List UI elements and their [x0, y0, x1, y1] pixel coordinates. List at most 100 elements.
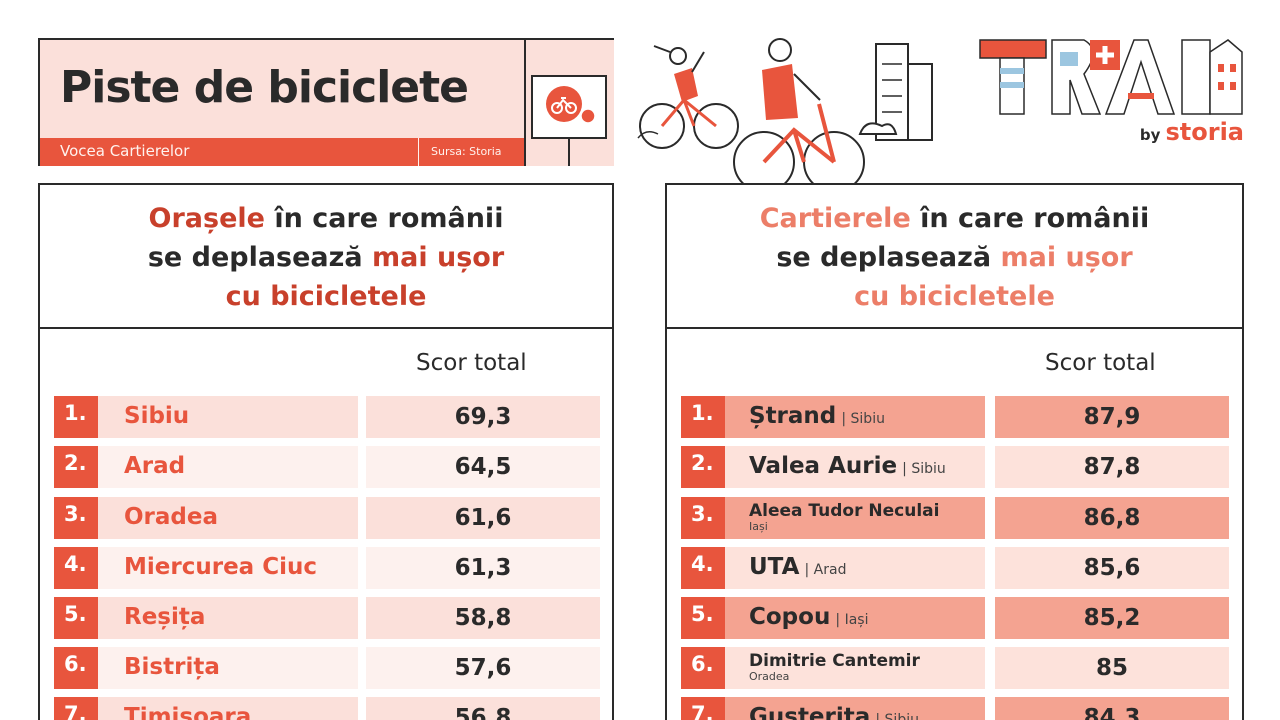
neighborhood-cell: Dimitrie Cantemir Oradea: [725, 647, 985, 689]
score-column-header: Scor total: [416, 350, 527, 376]
neighborhoods-panel: Cartierele în care românii se deplasează…: [665, 183, 1244, 720]
score-value: 64,5: [366, 446, 600, 488]
neighborhood-name: Gușterița: [749, 704, 871, 720]
male-cyclist-icon: [733, 38, 865, 193]
neighborhood-name: UTA: [749, 554, 800, 580]
neighborhood-name: Dimitrie Cantemir: [749, 651, 920, 671]
rank-badge: 4.: [54, 547, 98, 589]
rank-badge: 6.: [54, 647, 98, 689]
neighborhoods-panel-header: Cartierele în care românii se deplasează…: [667, 185, 1242, 329]
score-value: 85,6: [995, 547, 1229, 589]
rank-badge: 4.: [681, 547, 725, 589]
table-row: 7. Timișoara 56,8: [54, 697, 600, 720]
neighborhood-name: Ștrand: [749, 403, 837, 429]
rank-badge: 1.: [54, 396, 98, 438]
rank-badge: 3.: [54, 497, 98, 539]
city-name: Timișoara: [98, 697, 358, 720]
building-icon: [858, 43, 933, 141]
trai-storia-logo: by storia: [978, 38, 1244, 148]
table-row: 4. Miercurea Ciuc 61,3: [54, 547, 600, 589]
table-row: 5. Reșița 58,8: [54, 597, 600, 639]
table-row: 5. Copou | Iași 85,2: [681, 597, 1229, 639]
score-value: 85,2: [995, 597, 1229, 639]
trai-logo-icon: [979, 39, 1243, 115]
cities-panel: Orașele în care românii se deplasează ma…: [38, 183, 614, 720]
headline-highlight: cu bicicletele: [225, 281, 427, 312]
table-row: 2. Valea Aurie | Sibiu 87,8: [681, 446, 1229, 488]
rank-badge: 1.: [681, 396, 725, 438]
brand-storia: storia: [1165, 118, 1244, 146]
neighborhood-cell: UTA | Arad: [725, 547, 985, 589]
city-name: Sibiu: [98, 396, 358, 438]
female-cyclist-icon: [639, 45, 739, 149]
rank-badge: 2.: [54, 446, 98, 488]
bike-lane-sign-icon: [531, 75, 607, 166]
neighborhood-city: | Sibiu: [902, 461, 946, 477]
score-value: 61,3: [366, 547, 600, 589]
score-value: 87,9: [995, 396, 1229, 438]
banner-subtitle: Vocea Cartierelor: [60, 142, 190, 160]
table-row: 7. Gușterița | Sibiu 84,3: [681, 697, 1229, 720]
table-row: 6. Bistrița 57,6: [54, 647, 600, 689]
banner-divider: [524, 40, 526, 166]
headline-highlight: cu bicicletele: [854, 281, 1055, 312]
banner-source: Sursa: Storia: [418, 138, 524, 166]
city-name: Arad: [98, 446, 358, 488]
brand-by: by: [1139, 126, 1161, 144]
neighborhood-name: Aleea Tudor Neculai: [749, 501, 940, 521]
score-value: 85: [995, 647, 1229, 689]
bike-sign-area: [526, 40, 614, 166]
cities-panel-header: Orașele în care românii se deplasează ma…: [40, 185, 612, 329]
score-value: 86,8: [995, 497, 1229, 539]
score-value: 87,8: [995, 446, 1229, 488]
cities-headline: Orașele în care românii se deplasează ma…: [40, 199, 612, 316]
neighborhood-city: Iași: [749, 520, 768, 533]
headline-highlight: Cartierele: [759, 203, 911, 234]
neighborhood-city: | Sibiu: [875, 712, 919, 720]
neighborhood-name: Valea Aurie: [749, 453, 898, 479]
headline-highlight: Orașele: [148, 203, 265, 234]
table-row: 3. Aleea Tudor Neculai Iași 86,8: [681, 497, 1229, 539]
score-value: 61,6: [366, 497, 600, 539]
score-column-header: Scor total: [1045, 350, 1156, 376]
score-value: 84,3: [995, 697, 1229, 720]
headline-text: se deplasează: [776, 242, 1001, 273]
cyclists-illustration: [637, 38, 933, 193]
table-row: 3. Oradea 61,6: [54, 497, 600, 539]
city-name: Miercurea Ciuc: [98, 547, 358, 589]
city-name: Reșița: [98, 597, 358, 639]
score-value: 58,8: [366, 597, 600, 639]
neighborhood-name: Copou: [749, 604, 831, 630]
headline-text: în care românii: [910, 203, 1150, 234]
table-row: 6. Dimitrie Cantemir Oradea 85: [681, 647, 1229, 689]
rank-badge: 2.: [681, 446, 725, 488]
rank-badge: 7.: [681, 697, 725, 720]
headline-highlight: mai ușor: [372, 242, 505, 273]
score-value: 57,6: [366, 647, 600, 689]
banner-footer-bar: Vocea Cartierelor Sursa: Storia: [40, 138, 524, 166]
storia-brand: by storia: [1140, 118, 1244, 146]
table-row: 4. UTA | Arad 85,6: [681, 547, 1229, 589]
neighborhood-cell: Valea Aurie | Sibiu: [725, 446, 985, 488]
rank-badge: 3.: [681, 497, 725, 539]
neighborhood-city: | Iași: [835, 612, 869, 628]
city-name: Bistrița: [98, 647, 358, 689]
rank-badge: 5.: [54, 597, 98, 639]
score-value: 56,8: [366, 697, 600, 720]
table-row: 1. Ștrand | Sibiu 87,9: [681, 396, 1229, 438]
rank-badge: 6.: [681, 647, 725, 689]
headline-text: se deplasează: [147, 242, 372, 273]
table-row: 1. Sibiu 69,3: [54, 396, 600, 438]
city-name: Oradea: [98, 497, 358, 539]
rank-badge: 5.: [681, 597, 725, 639]
table-row: 2. Arad 64,5: [54, 446, 600, 488]
score-value: 69,3: [366, 396, 600, 438]
rank-badge: 7.: [54, 697, 98, 720]
title-banner: Piste de biciclete Vocea Cartierelor Sur…: [38, 38, 614, 166]
neighborhood-cell: Copou | Iași: [725, 597, 985, 639]
neighborhood-city: Oradea: [749, 670, 790, 683]
headline-highlight: mai ușor: [1000, 242, 1133, 273]
neighborhoods-headline: Cartierele în care românii se deplasează…: [667, 199, 1242, 316]
neighborhood-city: | Sibiu: [841, 411, 885, 427]
page-title: Piste de biciclete: [60, 62, 469, 113]
